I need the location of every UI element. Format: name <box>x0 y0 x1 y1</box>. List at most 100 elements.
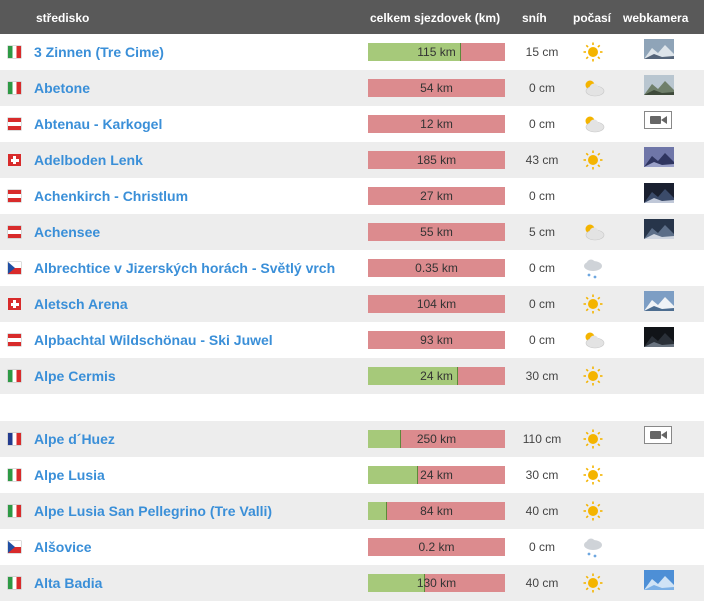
table-row: Alpe Cermis 24 km 30 cm <box>0 358 704 394</box>
resort-link[interactable]: 3 Zinnen (Tre Cime) <box>34 44 164 60</box>
table-row: Aletsch Arena 104 km 0 cm <box>0 286 704 322</box>
runs-total: 0.35 km <box>415 261 458 275</box>
runs-total: 12 km <box>420 117 453 131</box>
table-row: Abtenau - Karkogel 12 km 0 cm <box>0 106 704 142</box>
snow-depth: 110 cm <box>522 432 562 446</box>
snow-depth: 0 cm <box>528 189 555 203</box>
runs-bar: 250 km <box>368 430 505 448</box>
webcam-cell[interactable] <box>644 111 674 131</box>
webcam-cell[interactable] <box>644 39 674 59</box>
snow-depth: 0 cm <box>528 297 555 311</box>
table-row: Alpe Lusia San Pellegrino (Tre Valli) 84… <box>0 493 704 529</box>
webcam-thumbnail[interactable] <box>644 570 674 590</box>
resort-link[interactable]: Abetone <box>34 80 90 96</box>
video-camera-icon[interactable] <box>644 111 672 129</box>
snow-depth: 0 cm <box>528 540 555 554</box>
runs-open-fill <box>368 367 458 385</box>
resort-link[interactable]: Alšovice <box>34 539 92 555</box>
country-flag-icon <box>8 505 21 517</box>
runs-bar: 104 km <box>368 295 505 313</box>
header-runs[interactable]: celkem sjezdovek (km) <box>370 11 501 25</box>
webcam-thumbnail[interactable] <box>644 147 674 167</box>
webcam-thumbnail[interactable] <box>644 291 674 311</box>
runs-total: 54 km <box>420 81 453 95</box>
header-webcam: webkamera <box>623 11 689 25</box>
country-flag-icon <box>8 118 21 130</box>
weather-sun-cloud-icon <box>580 328 606 352</box>
runs-bar: 27 km <box>368 187 505 205</box>
country-flag-icon <box>8 82 21 94</box>
resort-link[interactable]: Alpe Lusia San Pellegrino (Tre Valli) <box>34 503 273 519</box>
weather-sun-cloud-icon <box>580 220 606 244</box>
resort-link[interactable]: Adelboden Lenk <box>34 152 143 168</box>
header-resort[interactable]: středisko <box>36 11 90 25</box>
webcam-thumbnail[interactable] <box>644 75 674 95</box>
runs-bar: 130 km <box>368 574 505 592</box>
webcam-cell <box>644 498 674 518</box>
webcam-thumbnail[interactable] <box>644 219 674 239</box>
runs-open-fill <box>368 430 401 448</box>
snow-depth: 0 cm <box>528 81 555 95</box>
webcam-thumbnail[interactable] <box>644 39 674 59</box>
snow-depth: 30 cm <box>525 369 559 383</box>
weather-snow-cloud-icon <box>580 256 606 280</box>
webcam-cell <box>644 534 674 554</box>
runs-total: 24 km <box>420 369 453 383</box>
snow-depth: 15 cm <box>525 45 559 59</box>
weather-sun-icon <box>580 148 606 172</box>
country-flag-icon <box>8 469 21 481</box>
runs-open-fill <box>368 574 425 592</box>
webcam-cell[interactable] <box>644 219 674 239</box>
country-flag-icon <box>8 334 21 346</box>
webcam-cell[interactable] <box>644 147 674 167</box>
resort-link[interactable]: Alpe d´Huez <box>34 431 115 447</box>
runs-total: 250 km <box>416 432 457 446</box>
country-flag-icon <box>8 154 21 166</box>
webcam-cell <box>644 462 674 482</box>
webcam-thumbnail[interactable] <box>644 183 674 203</box>
country-flag-icon <box>8 298 21 310</box>
country-flag-icon <box>8 46 21 58</box>
resort-link[interactable]: Aletsch Arena <box>34 296 128 312</box>
runs-bar: 12 km <box>368 115 505 133</box>
weather-none-icon <box>580 184 606 208</box>
resort-link[interactable]: Achenkirch - Christlum <box>34 188 189 204</box>
runs-bar: 55 km <box>368 223 505 241</box>
snow-depth: 43 cm <box>525 153 559 167</box>
webcam-cell[interactable] <box>644 291 674 311</box>
runs-bar: 0.35 km <box>368 259 505 277</box>
video-camera-icon[interactable] <box>644 426 672 444</box>
runs-total: 0.2 km <box>418 540 455 554</box>
weather-sun-icon <box>580 463 606 487</box>
runs-bar: 0.2 km <box>368 538 505 556</box>
webcam-cell[interactable] <box>644 75 674 95</box>
webcam-cell[interactable] <box>644 183 674 203</box>
runs-bar: 115 km <box>368 43 505 61</box>
runs-bar: 24 km <box>368 466 505 484</box>
runs-total: 104 km <box>416 297 457 311</box>
resort-link[interactable]: Alpbachtal Wildschönau - Ski Juwel <box>34 332 273 348</box>
webcam-cell <box>644 255 674 275</box>
resort-link[interactable]: Alpe Lusia <box>34 467 105 483</box>
header-snow[interactable]: sníh <box>522 11 547 25</box>
webcam-cell[interactable] <box>644 327 674 347</box>
resort-link[interactable]: Albrechtice v Jizerských horách - Světlý… <box>34 260 336 276</box>
weather-sun-icon <box>580 40 606 64</box>
runs-bar: 24 km <box>368 367 505 385</box>
runs-bar: 54 km <box>368 79 505 97</box>
resort-link[interactable]: Achensee <box>34 224 101 240</box>
runs-total: 55 km <box>420 225 453 239</box>
snow-depth: 0 cm <box>528 333 555 347</box>
snow-depth: 30 cm <box>525 468 559 482</box>
webcam-thumbnail[interactable] <box>644 327 674 347</box>
snow-depth: 40 cm <box>525 576 559 590</box>
rows-group-1: 3 Zinnen (Tre Cime) 115 km 15 cm Abetone… <box>0 34 704 394</box>
resort-link[interactable]: Abtenau - Karkogel <box>34 116 163 132</box>
table-row: Adelboden Lenk 185 km 43 cm <box>0 142 704 178</box>
resort-link[interactable]: Alpe Cermis <box>34 368 116 384</box>
country-flag-icon <box>8 577 21 589</box>
resort-link[interactable]: Alta Badia <box>34 575 103 591</box>
header-weather: počasí <box>573 11 612 25</box>
webcam-cell[interactable] <box>644 426 674 446</box>
webcam-cell[interactable] <box>644 570 674 590</box>
